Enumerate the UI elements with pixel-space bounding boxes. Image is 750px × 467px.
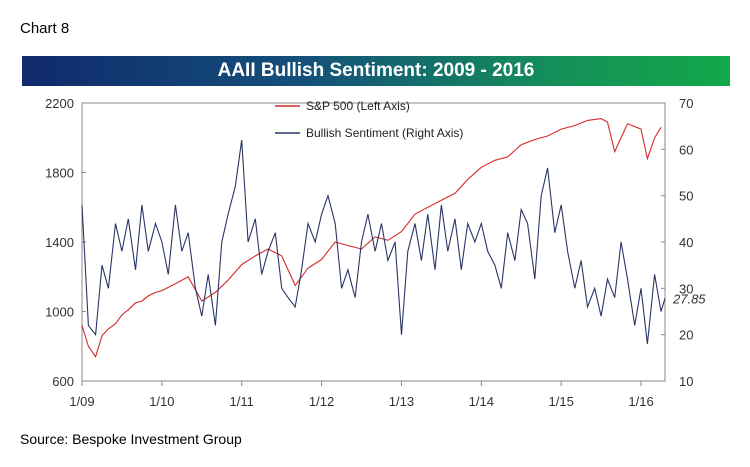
legend: S&P 500 (Left Axis) Bullish Sentiment (R… <box>275 99 463 140</box>
left-tick-label: 1400 <box>45 235 74 250</box>
left-tick-label: 1000 <box>45 305 74 320</box>
chart-number-label: Chart 8 <box>20 20 70 37</box>
x-tick-label: 1/10 <box>149 394 174 409</box>
right-tick-label: 10 <box>679 374 693 389</box>
left-tick-label: 1800 <box>45 166 74 181</box>
x-tick-label: 1/15 <box>549 394 574 409</box>
right-tick-label: 20 <box>679 328 693 343</box>
left-tick-label: 600 <box>52 374 74 389</box>
x-tick-label: 1/09 <box>69 394 94 409</box>
right-tick-label: 30 <box>679 281 693 296</box>
x-tick-label: 1/14 <box>469 394 494 409</box>
chart-title: AAII Bullish Sentiment: 2009 - 2016 <box>22 56 730 86</box>
x-axis-ticks: 1/09 1/10 1/11 1/12 1/13 1/14 1/15 1/16 <box>69 381 654 409</box>
legend-sp500-label: S&P 500 (Left Axis) <box>306 99 410 113</box>
left-tick-label: 2200 <box>45 96 74 111</box>
x-tick-label: 1/16 <box>628 394 653 409</box>
right-tick-label: 70 <box>679 96 693 111</box>
right-tick-label: 40 <box>679 235 693 250</box>
sp500-line <box>81 118 662 358</box>
x-tick-label: 1/12 <box>309 394 334 409</box>
right-tick-label: 50 <box>679 189 693 204</box>
last-value-annotation: 27.85 <box>672 291 706 306</box>
x-tick-label: 1/11 <box>230 394 254 409</box>
legend-sentiment-label: Bullish Sentiment (Right Axis) <box>306 126 463 140</box>
right-axis-ticks: 10 20 30 40 50 60 70 <box>661 96 693 389</box>
right-tick-label: 60 <box>679 142 693 157</box>
source-note: Source: Bespoke Investment Group <box>20 431 242 447</box>
left-axis-ticks: 600 1000 1400 1800 2200 <box>45 96 86 389</box>
x-tick-label: 1/13 <box>389 394 414 409</box>
sentiment-line <box>81 140 666 344</box>
